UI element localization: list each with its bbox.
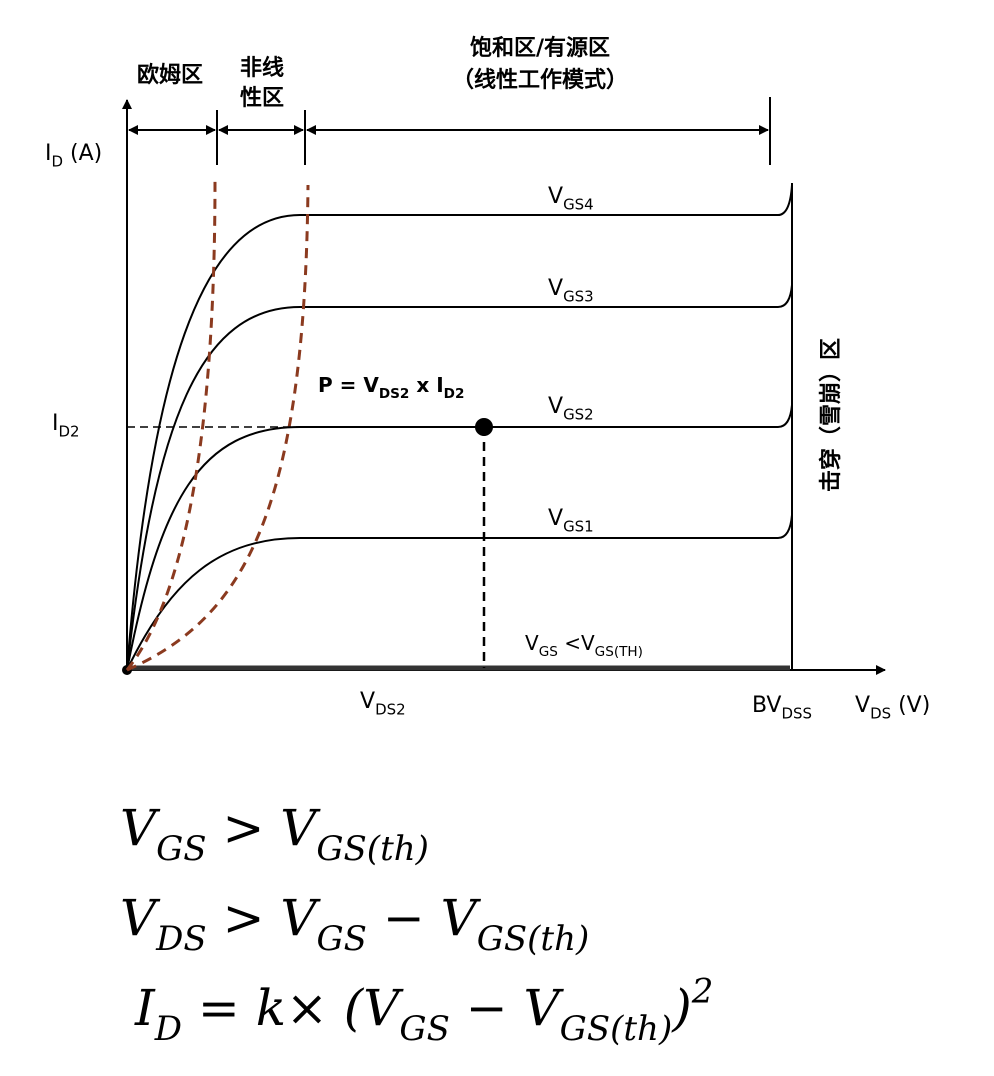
subscript: DS <box>870 705 891 723</box>
curves <box>126 183 793 671</box>
region-label: 欧姆区 <box>137 62 203 88</box>
region-label: 性区 <box>240 86 284 111</box>
x-mark-label: BVDSS <box>752 693 812 723</box>
subscript: GS(th) <box>477 919 590 959</box>
curve <box>126 514 793 671</box>
text-part: V <box>855 693 870 718</box>
region-label: 饱和区/有源区 <box>470 35 610 61</box>
text-part: − V <box>450 979 565 1037</box>
subscript: D2 <box>59 423 80 441</box>
text-part: V <box>120 799 161 857</box>
text-part: BV <box>752 693 781 718</box>
x-mark-label: VDS2 <box>360 689 406 719</box>
x-axis-label: VDS (V) <box>855 693 930 723</box>
subscript: DS2 <box>375 701 406 719</box>
text-part: = k× (V <box>182 979 404 1037</box>
subscript: GS1 <box>563 518 594 536</box>
subscript: D <box>154 1009 182 1049</box>
subscript: GS(th) <box>560 1009 673 1049</box>
curve-label: VGS4 <box>548 184 594 214</box>
text-part: > V <box>207 799 322 857</box>
text-part: (A) <box>63 141 102 166</box>
region-arrows <box>128 97 771 165</box>
curve-label: VGS2 <box>548 394 594 424</box>
text-part: > V <box>207 889 322 947</box>
subscript: GS <box>539 644 558 660</box>
text-part: I <box>134 979 156 1037</box>
subscript: GS <box>316 919 366 959</box>
subscript: GS4 <box>563 196 594 214</box>
text-part: x I <box>409 373 443 397</box>
subscript: GS(th) <box>316 829 429 869</box>
subscript: GS <box>399 1009 449 1049</box>
curve-label: VGS <VGS(TH) <box>525 631 643 660</box>
text-part: ) <box>671 979 692 1037</box>
curve-label: VGS1 <box>548 506 594 536</box>
text-part: I <box>52 411 59 436</box>
text-part: V <box>548 394 563 419</box>
subscript: GS(TH) <box>595 644 643 660</box>
curve-label: VGS3 <box>548 276 594 306</box>
curve <box>126 284 793 671</box>
equation: VGS > VGS(th) <box>120 799 429 869</box>
text-part: I <box>45 141 52 166</box>
operating-point <box>475 418 493 436</box>
text-part: P = V <box>318 373 379 397</box>
text-part: <V <box>558 631 595 655</box>
text-part: (V) <box>891 693 930 718</box>
subscript: GS3 <box>563 288 594 306</box>
curve <box>126 404 793 671</box>
boundaries <box>125 179 310 672</box>
subscript: D2 <box>444 386 465 402</box>
text-part: V <box>525 631 539 655</box>
curve <box>126 184 793 671</box>
region-label: （线性工作模式） <box>452 67 628 93</box>
breakdown-label: 击穿（雪崩）区 <box>818 338 844 492</box>
y-axis-label: ID (A) <box>45 141 102 171</box>
text-part: V <box>548 184 563 209</box>
subscript: DS2 <box>379 386 410 402</box>
text-part: V <box>120 889 161 947</box>
text-part: − V <box>367 889 482 947</box>
text-part: V <box>548 276 563 301</box>
superscript: 2 <box>691 972 714 1012</box>
region-label: 非线 <box>240 55 284 81</box>
subscript: D <box>52 153 64 171</box>
text-part: V <box>360 689 375 714</box>
text-part: V <box>548 506 563 531</box>
subscript: GS <box>156 829 206 869</box>
equation: ID = k× (VGS − VGS(th))2 <box>134 972 713 1050</box>
subscript: DSS <box>781 705 812 723</box>
boundary-curve <box>126 184 310 672</box>
equation: VDS > VGS − VGS(th) <box>120 889 589 959</box>
power-label: P = VDS2 x ID2 <box>318 373 464 402</box>
subscript: DS <box>155 919 207 959</box>
id2-label: ID2 <box>52 411 80 441</box>
boundary-curve <box>125 179 217 671</box>
subscript: GS2 <box>563 406 594 424</box>
